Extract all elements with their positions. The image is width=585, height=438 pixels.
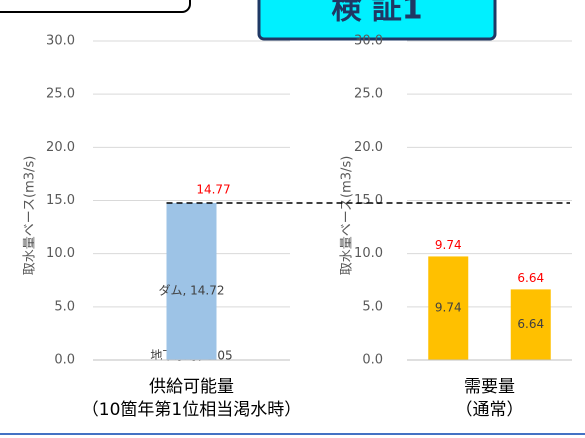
- y-axis-label: 取水量ベース(m3/s): [340, 156, 355, 276]
- y-tick-label: 15.0: [46, 193, 75, 208]
- y-tick-label: 10.0: [354, 246, 383, 261]
- y-tick-label: 30.0: [46, 34, 75, 49]
- y-tick-label: 5.0: [362, 299, 383, 314]
- x-axis-label: （通常）: [456, 400, 524, 420]
- data-label: ダム, 14.72: [159, 283, 225, 298]
- y-tick-label: 5.0: [54, 299, 75, 314]
- total-label: 14.77: [196, 182, 230, 196]
- y-tick-label: 15.0: [354, 193, 383, 208]
- y-axis-label: 取水量ベース(m3/s): [23, 156, 38, 276]
- x-axis-label: 需要量: [464, 377, 515, 397]
- top-box: [0, 0, 191, 13]
- data-label-top: 9.74: [435, 238, 462, 252]
- bar: [510, 289, 551, 360]
- badge-text: 検 証1: [331, 0, 422, 27]
- y-tick-label: 25.0: [46, 87, 75, 102]
- data-label: 9.74: [435, 301, 462, 315]
- y-tick-label: 20.0: [354, 140, 383, 155]
- x-axis-label: 供給可能量: [149, 377, 234, 397]
- bar: [428, 256, 469, 360]
- badge-box: [257, 0, 497, 41]
- y-tick-label: 20.0: [46, 140, 75, 155]
- data-label-top: 6.64: [517, 271, 544, 285]
- y-tick-label: 10.0: [46, 246, 75, 261]
- y-tick-label: 0.0: [362, 353, 383, 368]
- data-label: 6.64: [517, 317, 544, 331]
- y-tick-label: 25.0: [354, 87, 383, 102]
- y-tick-label: 30.0: [354, 34, 383, 49]
- x-axis-label: （10箇年第1位相当渇水時）: [82, 400, 301, 420]
- bar: [166, 202, 217, 360]
- y-tick-label: 0.0: [54, 353, 75, 368]
